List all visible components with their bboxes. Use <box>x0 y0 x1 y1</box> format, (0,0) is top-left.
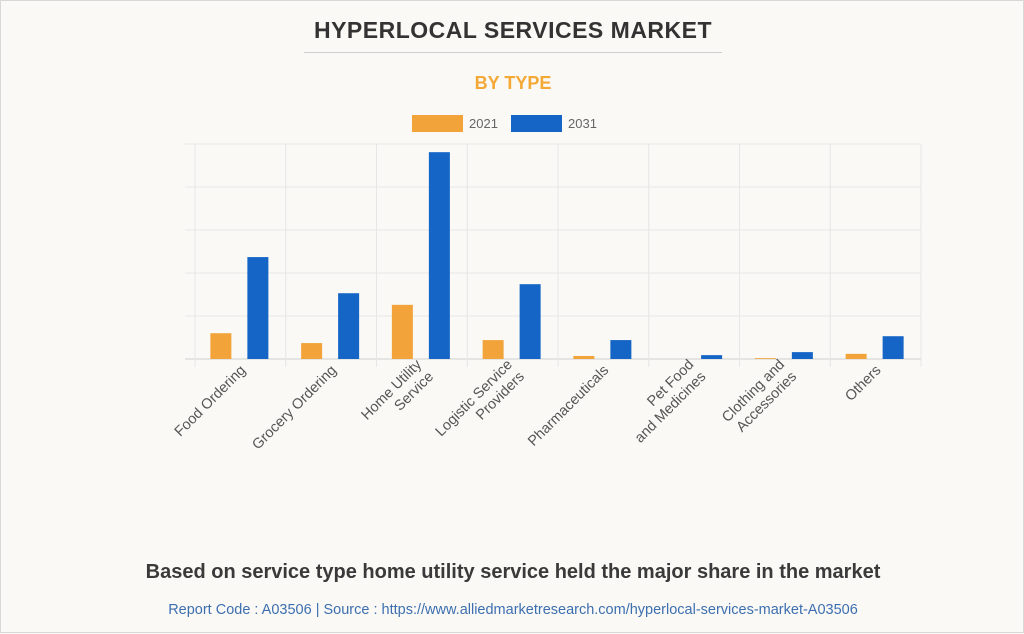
chart-subtitle: BY TYPE <box>474 73 552 93</box>
legend-swatch-2031 <box>511 115 562 132</box>
category-label: Others <box>842 363 884 405</box>
legend-label: 2031 <box>568 116 597 131</box>
category-label: Logistic ServiceProviders <box>433 357 528 452</box>
bar-2021 <box>391 304 413 359</box>
bar-2021 <box>301 343 323 359</box>
legend-label: 2021 <box>469 116 498 131</box>
bar-2031 <box>247 257 269 359</box>
category-label: Grocery Ordering <box>249 363 340 454</box>
title-divider <box>304 52 722 53</box>
source-line: Report Code : A03506 | Source : https://… <box>168 602 858 618</box>
legend-swatch-2021 <box>412 115 463 132</box>
bar-2031 <box>701 355 723 359</box>
bar-2031 <box>338 293 360 359</box>
bar-2031 <box>610 340 632 359</box>
category-label: Clothing andAccessories <box>719 357 800 438</box>
bar-2031 <box>428 152 450 359</box>
bar-2031 <box>882 336 904 359</box>
category-label-line: Food Ordering <box>172 363 249 440</box>
chart-title: HYPERLOCAL SERVICES MARKET <box>313 17 713 43</box>
chart-caption: Based on service type home utility servi… <box>145 561 881 583</box>
bar-2021 <box>210 333 232 359</box>
category-label-line: Grocery Ordering <box>249 363 340 454</box>
bar-2021 <box>845 353 867 359</box>
category-label: Food Ordering <box>172 363 249 440</box>
bar-2021 <box>573 355 595 359</box>
bar-2031 <box>519 284 541 359</box>
bar-2021 <box>754 358 776 359</box>
category-label: Pharmaceuticals <box>525 363 612 450</box>
category-label-line: Others <box>842 363 884 405</box>
category-label-line: Pharmaceuticals <box>525 363 612 450</box>
category-label: Home UtilityService <box>358 356 437 435</box>
bar-2031 <box>791 352 813 359</box>
bar-2021 <box>482 340 504 359</box>
category-label: Pet Foodand Medicines <box>620 357 709 446</box>
